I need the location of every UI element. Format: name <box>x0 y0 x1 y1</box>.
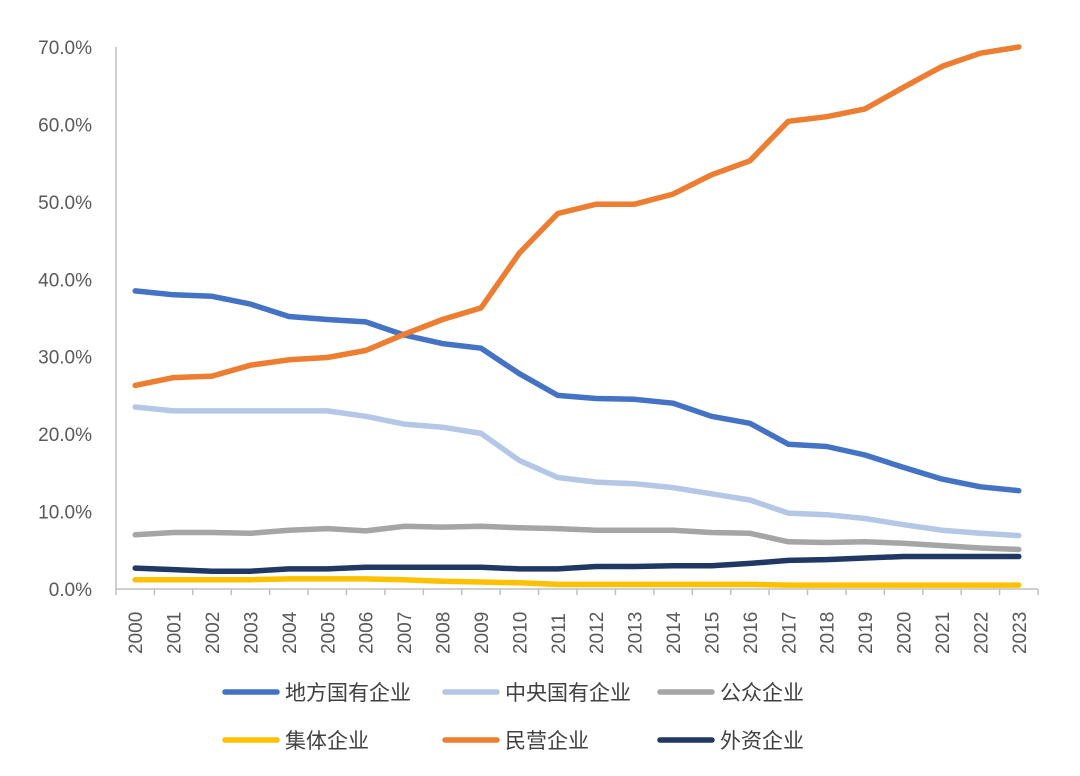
legend-item: 地方国有企业 <box>222 681 411 705</box>
legend-label: 中央国有企业 <box>505 681 631 705</box>
x-tick-label: 2009 <box>472 612 493 654</box>
y-axis-tick-labels: 0.0% 10.0% 20.0% 30.0% 40.0% 50.0% 60.0% 70.0% <box>38 38 92 601</box>
series-line-3 <box>132 576 1022 588</box>
x-tick-label: 2001 <box>165 612 186 654</box>
series-line-2 <box>132 523 1022 553</box>
series-line-4 <box>132 44 1022 389</box>
y-tick-label: 20.0% <box>38 425 92 446</box>
y-tick-label: 70.0% <box>38 38 92 59</box>
x-tick-label: 2004 <box>280 611 301 654</box>
legend-label: 地方国有企业 <box>285 681 411 705</box>
x-tick-label: 2017 <box>779 612 800 654</box>
x-tick-label: 2020 <box>895 612 916 654</box>
series-line-5 <box>132 553 1022 574</box>
x-tick-label: 2013 <box>626 612 647 654</box>
legend-item: 外资企业 <box>657 729 804 753</box>
legend-item: 公众企业 <box>657 681 804 705</box>
x-tick-label: 2021 <box>933 612 954 654</box>
legend-item: 集体企业 <box>222 729 369 753</box>
y-tick-label: 50.0% <box>38 193 92 214</box>
x-tick-label: 2006 <box>357 612 378 654</box>
x-axis-tick-labels: 2000 2001 2002 2003 2004 2005 2006 2007 2008 2009… <box>115 589 1039 654</box>
x-tick-label: 2008 <box>434 612 455 654</box>
x-tick-label: 2016 <box>741 612 762 654</box>
legend-label: 外资企业 <box>720 729 804 753</box>
x-tick-label: 2019 <box>856 612 877 654</box>
x-tick-label: 2005 <box>318 612 339 654</box>
legend-item: 民营企业 <box>442 729 589 753</box>
y-tick-label: 10.0% <box>38 503 92 524</box>
x-tick-label: 2007 <box>395 612 416 654</box>
x-tick-label: 2015 <box>702 612 723 654</box>
y-tick-label: 40.0% <box>38 270 92 291</box>
x-tick-label: 2000 <box>126 612 147 654</box>
legend-label: 公众企业 <box>720 681 804 705</box>
x-tick-label: 2012 <box>587 612 608 654</box>
legend-label: 集体企业 <box>285 729 369 753</box>
y-tick-label: 30.0% <box>38 348 92 369</box>
legend-item: 中央国有企业 <box>442 681 631 705</box>
series-line-0 <box>132 288 1022 494</box>
series-lines <box>132 44 1022 588</box>
y-tick-label: 0.0% <box>49 580 92 601</box>
legend-label: 民营企业 <box>505 729 589 753</box>
x-tick-label: 2023 <box>1010 612 1031 654</box>
x-tick-label: 2018 <box>818 612 839 654</box>
series-line-1 <box>132 404 1022 539</box>
x-tick-label: 2011 <box>549 613 570 654</box>
x-tick-label: 2002 <box>203 612 224 654</box>
x-tick-label: 2003 <box>241 612 262 654</box>
x-tick-label: 2014 <box>664 611 685 654</box>
y-tick-label: 60.0% <box>38 115 92 136</box>
x-tick-label: 2022 <box>971 612 992 654</box>
x-tick-label: 2010 <box>510 612 531 654</box>
